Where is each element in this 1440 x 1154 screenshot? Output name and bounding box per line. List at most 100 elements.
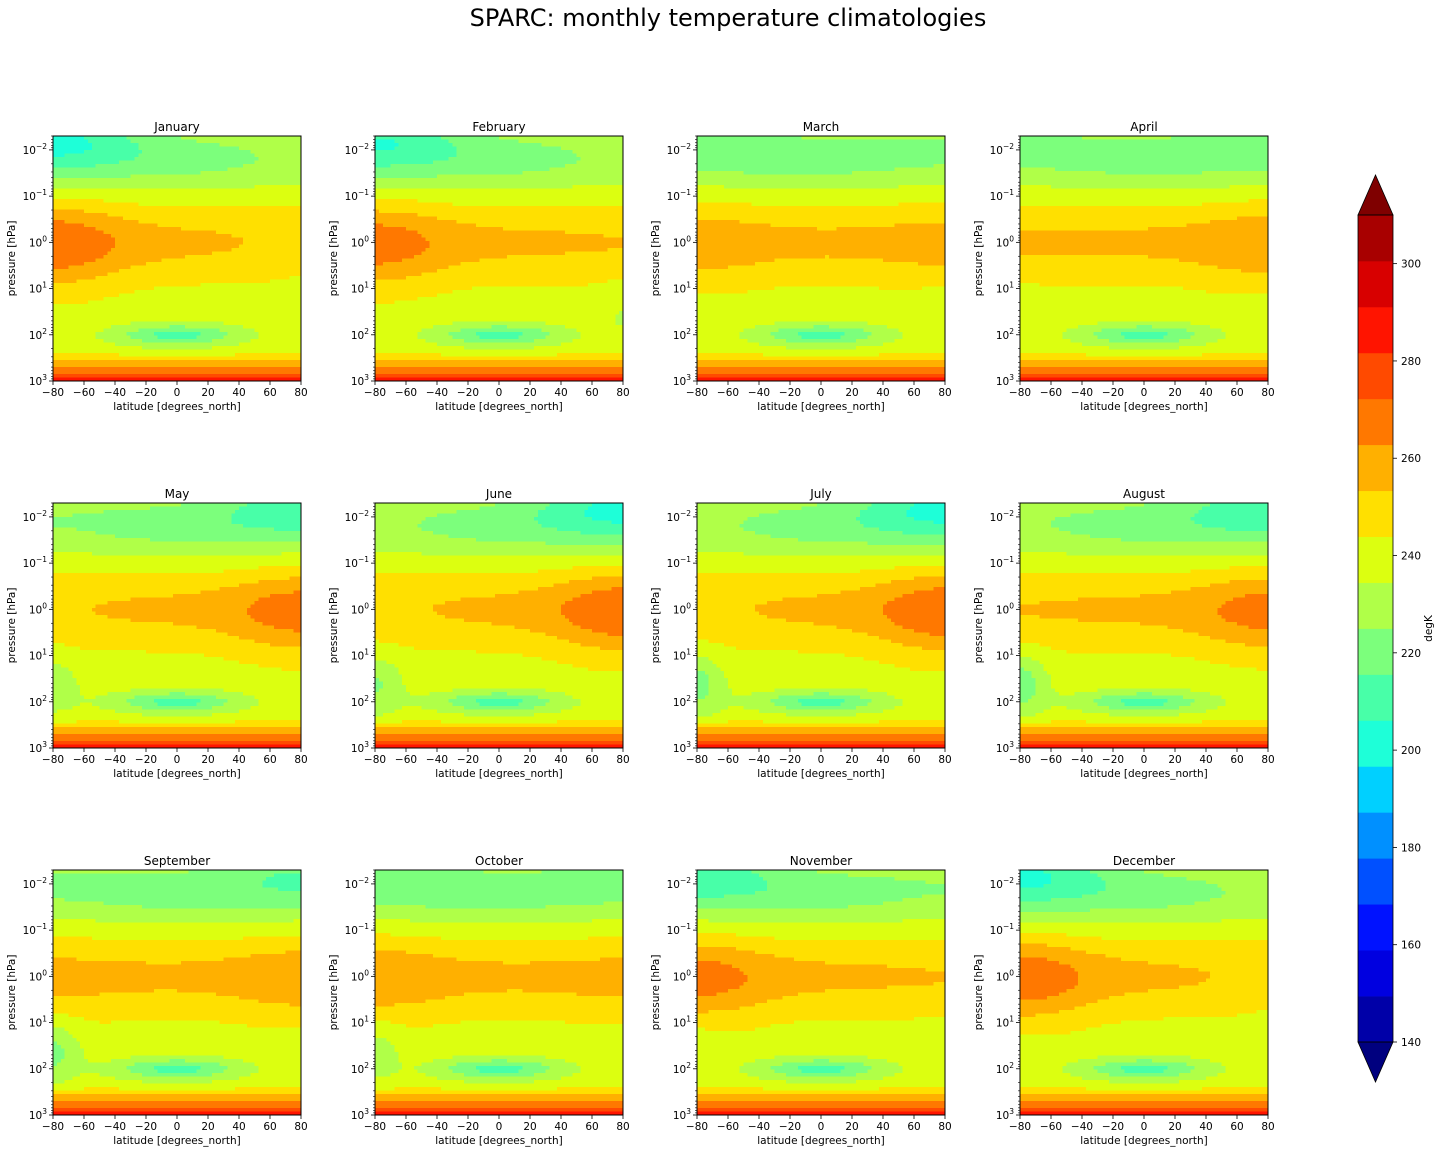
x-tick-label: 80 — [294, 754, 307, 766]
colorbar-level — [1358, 720, 1393, 767]
colorbar-tick-label: 160 — [1401, 940, 1421, 952]
x-tick-label: 20 — [845, 387, 858, 399]
contour-field — [53, 503, 302, 749]
panel-title: July — [809, 487, 832, 501]
x-tick-label: 0 — [174, 754, 181, 766]
x-tick-label: 80 — [294, 387, 307, 399]
y-tick-exponent: 1 — [42, 1015, 47, 1024]
x-tick-label: 20 — [523, 387, 536, 399]
y-tick-label: 102 — [996, 694, 1014, 709]
y-tick-label: 100 — [29, 968, 47, 983]
colorbar-frame — [1357, 214, 1394, 1043]
x-tick-label: 80 — [616, 754, 629, 766]
y-tick-base: 10 — [345, 879, 358, 891]
y-tick-exponent: 0 — [42, 234, 47, 243]
colorbar-tick-label: 300 — [1401, 259, 1421, 271]
x-tick-label: 60 — [907, 1121, 920, 1133]
y-tick-exponent: 3 — [686, 373, 691, 382]
colorbar-level — [1358, 352, 1393, 400]
y-tick-label: 102 — [29, 1061, 47, 1076]
y-tick-base: 10 — [996, 1018, 1009, 1030]
panel-title: February — [472, 120, 525, 134]
y-tick-exponent: 1 — [1009, 648, 1014, 657]
x-tick-label: 80 — [1261, 1121, 1274, 1133]
y-tick-base: 10 — [351, 743, 364, 755]
y-tick-exponent: −1 — [358, 188, 369, 197]
y-axis-label: pressure [hPa] — [973, 955, 985, 1031]
colorbar-label: degK — [1423, 614, 1435, 642]
x-tick-label: −60 — [717, 387, 739, 399]
y-axis-label: pressure [hPa] — [6, 955, 18, 1031]
x-axis-label: latitude [degrees_north] — [757, 401, 885, 413]
contour-field — [1020, 136, 1269, 382]
x-tick-label: 20 — [845, 1121, 858, 1133]
y-tick-exponent: 2 — [364, 327, 369, 336]
x-tick-label: 0 — [1141, 754, 1148, 766]
colorbar-level — [1358, 444, 1393, 492]
x-tick-label: −40 — [426, 754, 448, 766]
panel-title: January — [153, 120, 200, 134]
y-tick-label: 102 — [29, 327, 47, 342]
x-tick-label: 80 — [616, 387, 629, 399]
y-tick-exponent: −1 — [358, 555, 369, 564]
x-tick-label: 60 — [585, 1121, 598, 1133]
x-tick-label: −80 — [1009, 754, 1031, 766]
y-tick-label: 102 — [351, 327, 369, 342]
y-tick-label: 10−1 — [345, 188, 370, 203]
y-tick-label: 100 — [996, 234, 1014, 249]
y-tick-base: 10 — [673, 697, 686, 709]
y-tick-base: 10 — [996, 330, 1009, 342]
x-tick-label: −60 — [395, 1121, 417, 1133]
y-tick-exponent: 3 — [42, 740, 47, 749]
x-tick-label: 40 — [1199, 387, 1212, 399]
x-tick-label: −40 — [104, 387, 126, 399]
x-tick-label: −40 — [426, 1121, 448, 1133]
y-tick-exponent: 2 — [364, 694, 369, 703]
y-tick-label: 10−1 — [23, 188, 48, 203]
y-tick-label: 103 — [673, 740, 691, 755]
x-tick-label: −60 — [1040, 387, 1062, 399]
x-tick-label: 60 — [907, 387, 920, 399]
y-tick-base: 10 — [996, 651, 1009, 663]
x-tick-label: −80 — [42, 754, 64, 766]
x-axis-label: latitude [degrees_north] — [113, 1135, 241, 1147]
y-tick-exponent: −2 — [36, 142, 47, 151]
y-tick-label: 100 — [351, 601, 369, 616]
y-tick-label: 10−2 — [345, 509, 370, 524]
colorbar-level — [1358, 260, 1393, 308]
y-tick-exponent: 0 — [686, 234, 691, 243]
y-tick-label: 103 — [351, 740, 369, 755]
x-tick-label: −40 — [748, 1121, 770, 1133]
y-tick-base: 10 — [990, 191, 1003, 203]
y-tick-label: 10−2 — [345, 876, 370, 891]
y-tick-label: 100 — [351, 234, 369, 249]
y-axis-label: pressure [hPa] — [650, 955, 662, 1031]
panel-title: June — [485, 487, 512, 501]
y-tick-base: 10 — [667, 879, 680, 891]
y-tick-base: 10 — [29, 284, 42, 296]
contour-field — [1020, 870, 1269, 1116]
y-tick-exponent: −1 — [680, 555, 691, 564]
colorbar-tick-label: 200 — [1401, 745, 1421, 757]
x-tick-label: 40 — [232, 754, 245, 766]
colorbar-level — [1358, 215, 1393, 262]
y-tick-label: 10−1 — [345, 922, 370, 937]
x-tick-label: −20 — [779, 754, 801, 766]
y-tick-base: 10 — [351, 1064, 364, 1076]
y-tick-label: 10−1 — [990, 555, 1015, 570]
colorbar-tick-label: 240 — [1401, 551, 1421, 563]
y-tick-base: 10 — [23, 191, 36, 203]
y-tick-exponent: 1 — [686, 1015, 691, 1024]
y-tick-base: 10 — [345, 191, 358, 203]
x-axis-label: latitude [degrees_north] — [1080, 1135, 1208, 1147]
y-tick-exponent: 1 — [686, 648, 691, 657]
y-tick-exponent: 3 — [1009, 740, 1014, 749]
x-tick-label: −80 — [1009, 387, 1031, 399]
x-tick-label: −40 — [1071, 754, 1093, 766]
panel-title: October — [475, 854, 523, 868]
y-tick-label: 10−1 — [23, 555, 48, 570]
